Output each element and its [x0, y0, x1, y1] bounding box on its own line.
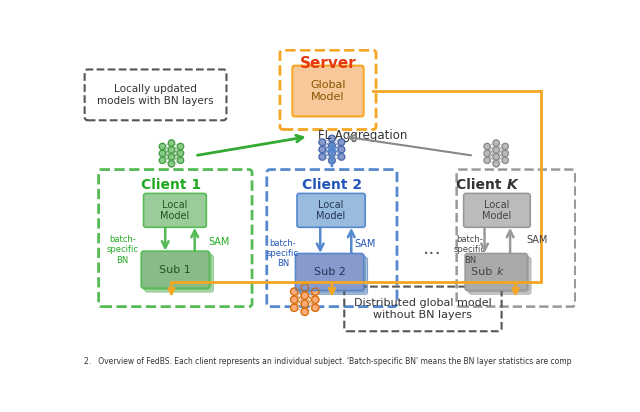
FancyBboxPatch shape [143, 193, 206, 227]
Circle shape [319, 146, 326, 153]
Circle shape [502, 143, 508, 150]
Circle shape [493, 154, 499, 160]
Text: ...: ... [423, 239, 442, 258]
Text: batch-
specific
BN: batch- specific BN [454, 235, 486, 265]
Circle shape [159, 143, 166, 150]
Circle shape [328, 157, 335, 164]
Circle shape [484, 143, 490, 150]
FancyBboxPatch shape [463, 193, 531, 227]
Circle shape [301, 308, 308, 316]
FancyBboxPatch shape [467, 255, 529, 292]
Text: Sub: Sub [472, 267, 496, 277]
Circle shape [338, 139, 345, 145]
Text: Client: Client [456, 178, 506, 192]
Circle shape [493, 140, 499, 146]
Circle shape [484, 157, 490, 164]
FancyBboxPatch shape [292, 66, 364, 117]
Text: Distributed global model
without BN layers: Distributed global model without BN laye… [354, 298, 492, 320]
Text: 2.   Overview of FedBS. Each client represents an individual subject. 'Batch-spe: 2. Overview of FedBS. Each client repres… [84, 357, 572, 366]
Circle shape [338, 146, 345, 153]
Circle shape [319, 154, 326, 160]
Circle shape [168, 147, 175, 153]
Circle shape [291, 304, 298, 311]
Circle shape [502, 157, 508, 164]
Text: batch-
specific
BN: batch- specific BN [267, 239, 299, 268]
Circle shape [319, 139, 326, 145]
Text: batch-
specific
BN: batch- specific BN [107, 235, 139, 265]
Circle shape [159, 150, 166, 157]
Circle shape [301, 300, 308, 307]
Circle shape [328, 143, 335, 149]
Text: Sub 2: Sub 2 [314, 267, 346, 277]
FancyBboxPatch shape [297, 255, 365, 292]
FancyBboxPatch shape [141, 251, 209, 288]
Circle shape [328, 135, 335, 142]
Circle shape [312, 304, 319, 311]
Circle shape [338, 154, 345, 160]
Text: Local
Model: Local Model [160, 199, 189, 221]
Circle shape [301, 284, 308, 291]
Text: Locally updated
models with BN layers: Locally updated models with BN layers [97, 84, 214, 105]
FancyBboxPatch shape [296, 253, 364, 290]
FancyBboxPatch shape [297, 193, 365, 227]
Circle shape [301, 292, 308, 299]
Text: Client 2: Client 2 [302, 178, 362, 192]
Circle shape [312, 288, 319, 295]
Circle shape [493, 161, 499, 167]
Text: SAM: SAM [355, 239, 376, 249]
Circle shape [502, 150, 508, 157]
Circle shape [291, 296, 298, 303]
Circle shape [484, 150, 490, 157]
Circle shape [328, 150, 335, 157]
FancyBboxPatch shape [143, 253, 211, 290]
Circle shape [177, 157, 184, 164]
Text: Sub 1: Sub 1 [159, 265, 191, 275]
Text: Client 1: Client 1 [141, 178, 202, 192]
Text: Server: Server [300, 56, 356, 71]
Circle shape [168, 140, 175, 146]
Circle shape [291, 288, 298, 295]
Circle shape [168, 161, 175, 167]
FancyBboxPatch shape [300, 258, 367, 294]
Circle shape [177, 143, 184, 150]
Text: k: k [496, 267, 502, 277]
FancyBboxPatch shape [469, 258, 531, 294]
Circle shape [159, 157, 166, 164]
Circle shape [168, 154, 175, 160]
FancyBboxPatch shape [145, 255, 213, 292]
Text: FL Aggregation: FL Aggregation [318, 129, 407, 142]
Text: SAM: SAM [209, 237, 230, 247]
Text: Global
Model: Global Model [310, 80, 346, 102]
Text: Local
Model: Local Model [316, 199, 346, 221]
Text: SAM: SAM [527, 235, 548, 246]
Circle shape [493, 147, 499, 153]
Circle shape [312, 296, 319, 303]
FancyBboxPatch shape [465, 253, 527, 290]
Circle shape [177, 150, 184, 157]
Text: K: K [506, 178, 517, 192]
Text: Local
Model: Local Model [483, 199, 511, 221]
